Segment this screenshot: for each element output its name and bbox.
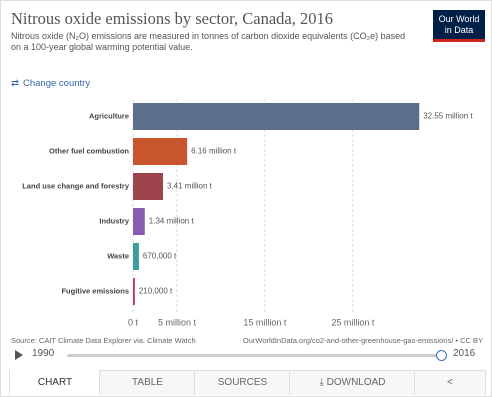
change-country-label: Change country	[23, 78, 91, 89]
value-label: 1.34 million t	[149, 217, 195, 226]
value-label: 670,000 t	[143, 252, 177, 261]
chart-subtitle: Nitrous oxide (N₂O) emissions are measur…	[11, 31, 406, 52]
bar	[133, 138, 188, 165]
value-label: 3.41 million t	[167, 182, 213, 191]
timeline-end: 2016	[453, 348, 476, 359]
source: Source: CAIT Climate Data Explorer via. …	[11, 336, 196, 345]
tab[interactable]: TABLE	[99, 370, 195, 395]
x-tick-label: 25 million t	[331, 317, 375, 327]
swap-icon: ⇄	[11, 78, 19, 89]
category-label: Land use change and forestry	[22, 181, 130, 190]
category-label: Industry	[99, 216, 129, 225]
bar	[133, 243, 139, 270]
category-label: Fugitive emissions	[61, 286, 129, 295]
x-tick-label: 15 million t	[243, 317, 287, 327]
change-country[interactable]: ⇄ Change country	[11, 78, 91, 89]
download-icon: ⤓	[319, 377, 327, 388]
x-tick-label: 5 million t	[158, 317, 197, 327]
logo-line: in Data	[444, 25, 474, 35]
tab[interactable]: CHART	[9, 370, 100, 395]
bar	[133, 103, 420, 130]
timeline-track[interactable]	[67, 354, 441, 357]
share-tab[interactable]: <	[414, 370, 486, 395]
x-tick-label: 0 t	[128, 317, 139, 327]
chart-title: Nitrous oxide emissions by sector, Canad…	[11, 9, 333, 28]
logo-line: Our World	[438, 14, 480, 24]
category-label: Waste	[107, 251, 129, 260]
category-label: Agriculture	[89, 111, 129, 120]
bar	[133, 278, 135, 305]
value-label: 32.55 million t	[423, 112, 473, 121]
value-label: 210,000 t	[139, 287, 173, 296]
bar	[133, 208, 145, 235]
logo[interactable]: Our World in Data	[433, 10, 485, 42]
value-label: 6.16 million t	[191, 147, 237, 156]
timeline-start: 1990	[32, 348, 55, 359]
play-button[interactable]	[15, 350, 23, 360]
tab[interactable]: SOURCES	[194, 370, 290, 395]
timeline-handle[interactable]	[436, 350, 447, 361]
tab[interactable]: ⤓ DOWNLOAD	[289, 370, 415, 395]
tab-label: DOWNLOAD	[326, 377, 386, 388]
category-label: Other fuel combustion	[49, 146, 129, 155]
chart: 0 t 5 million t 15 million t 25 million t Ag…	[22, 99, 473, 327]
url[interactable]: OurWorldInData.org/co2-and-other-greenho…	[242, 336, 483, 345]
bar	[133, 173, 163, 200]
